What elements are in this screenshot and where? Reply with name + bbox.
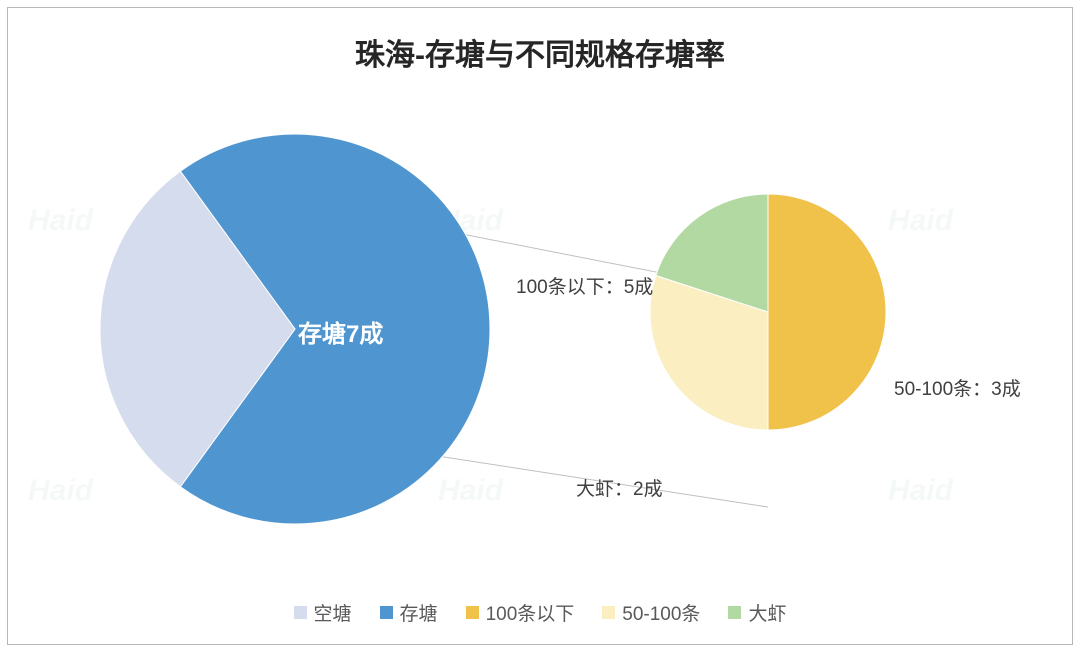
legend-label: 100条以下 <box>486 599 575 626</box>
legend-swatch-icon <box>294 606 307 619</box>
watermark: Haid <box>28 204 93 238</box>
sub-pie <box>650 194 886 430</box>
legend-swatch-icon <box>466 606 479 619</box>
legend-item-stock: 存塘 <box>380 599 438 626</box>
legend-item-50to100: 50-100条 <box>602 599 700 626</box>
legend: 空塘 存塘 100条以下 50-100条 大虾 <box>8 599 1072 626</box>
sub-pie-label-below100: 100条以下：5成 <box>516 272 653 299</box>
legend-swatch-icon <box>728 606 741 619</box>
chart-container: 珠海-存塘与不同规格存塘率 Haid Haid Haid Haid Haid H… <box>7 7 1073 645</box>
watermark: Haid <box>888 204 953 238</box>
sub-pie-label-50to100: 50-100条：3成 <box>894 374 1021 401</box>
pie-slice-100条以下 <box>768 194 886 430</box>
legend-label: 存塘 <box>400 599 438 626</box>
chart-area: Haid Haid Haid Haid Haid Haid 存塘7成 100条以… <box>8 74 1072 544</box>
chart-title: 珠海-存塘与不同规格存塘率 <box>8 8 1072 74</box>
legend-label: 大虾 <box>748 599 786 626</box>
watermark: Haid <box>28 474 93 508</box>
legend-item-below100: 100条以下 <box>466 599 575 626</box>
legend-label: 50-100条 <box>622 599 700 626</box>
legend-item-empty: 空塘 <box>294 599 352 626</box>
legend-label: 空塘 <box>314 599 352 626</box>
legend-swatch-icon <box>602 606 615 619</box>
legend-item-bigshrimp: 大虾 <box>728 599 786 626</box>
main-pie-center-label: 存塘7成 <box>298 314 383 349</box>
watermark: Haid <box>888 474 953 508</box>
sub-pie-label-bigshrimp: 大虾：2成 <box>576 474 663 501</box>
main-pie <box>100 134 490 524</box>
legend-swatch-icon <box>380 606 393 619</box>
